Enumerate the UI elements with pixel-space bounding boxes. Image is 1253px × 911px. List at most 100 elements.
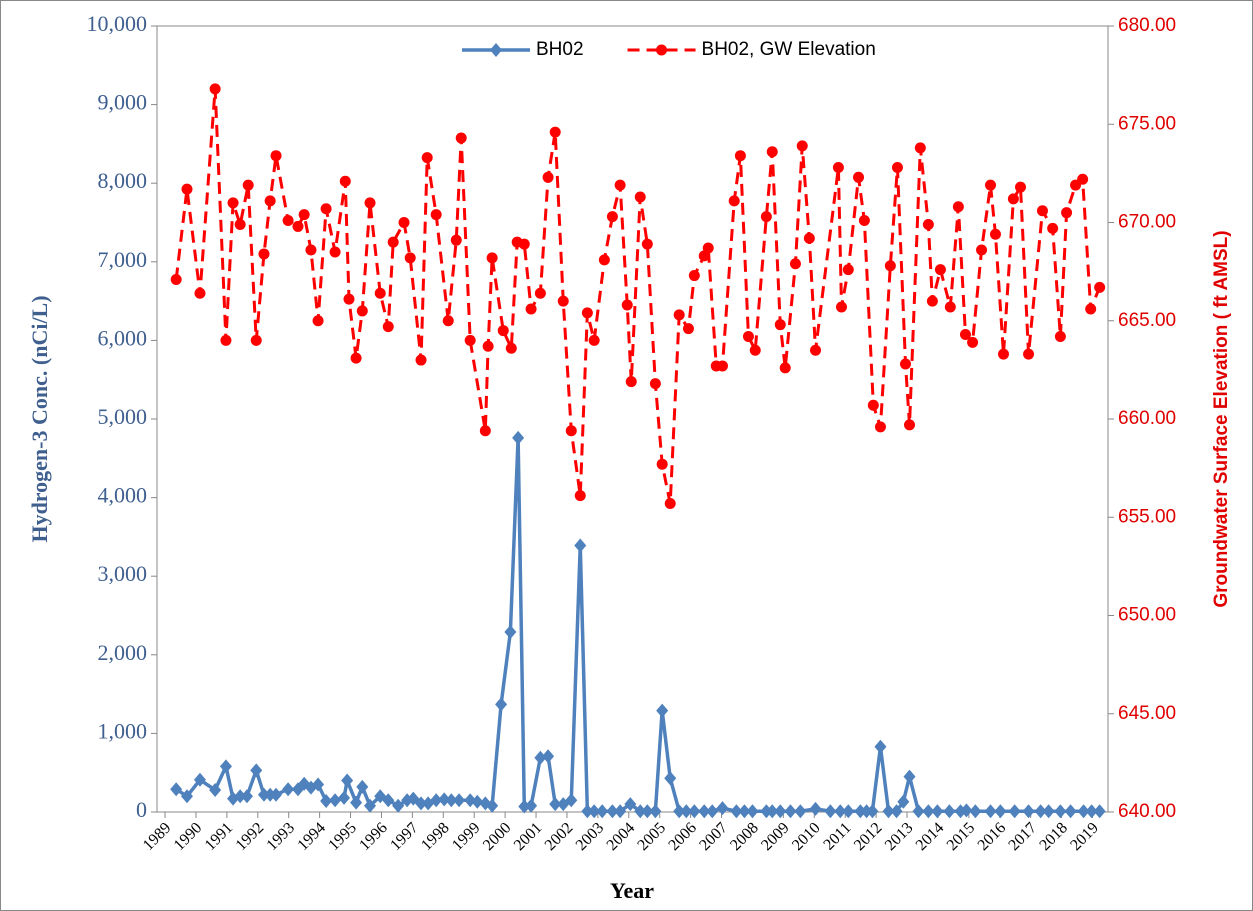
data-point <box>1061 207 1073 219</box>
y-tick-label: 0 <box>136 797 147 822</box>
x-axis-label: Year <box>610 878 654 903</box>
data-point <box>858 215 870 227</box>
data-point <box>967 336 979 348</box>
data-point <box>952 201 964 213</box>
y2-tick-label: 660.00 <box>1118 408 1176 429</box>
data-point <box>181 183 193 195</box>
data-point <box>867 399 879 411</box>
data-point <box>789 258 801 270</box>
y2-tick-label: 640.00 <box>1118 801 1176 822</box>
data-point <box>581 307 593 319</box>
data-point <box>242 179 254 191</box>
data-point <box>673 804 686 819</box>
data-point <box>504 625 517 640</box>
data-point <box>834 804 847 819</box>
data-point <box>534 287 546 299</box>
data-point <box>486 252 498 264</box>
data-point <box>338 790 351 805</box>
data-point <box>398 217 410 228</box>
data-point <box>926 295 938 307</box>
data-point <box>922 218 934 230</box>
data-point <box>664 497 676 509</box>
data-point <box>985 179 997 191</box>
y2-tick-label: 665.00 <box>1118 310 1176 331</box>
data-point <box>912 804 925 819</box>
data-point <box>512 430 525 445</box>
data-point <box>193 772 206 787</box>
data-point <box>1036 205 1048 217</box>
data-point <box>803 232 815 244</box>
data-point <box>392 798 405 813</box>
data-point <box>350 352 362 364</box>
data-point <box>170 273 182 285</box>
data-point <box>904 419 916 431</box>
data-point <box>899 358 911 370</box>
data-point <box>549 797 562 812</box>
data-point <box>1054 330 1066 342</box>
data-point <box>497 325 509 337</box>
data-point <box>598 254 610 266</box>
legend-label: BH02, GW Elevation <box>702 39 876 60</box>
y-tick-label: 5,000 <box>98 404 148 429</box>
data-point <box>698 804 711 819</box>
data-point <box>614 179 626 191</box>
data-point <box>634 804 647 819</box>
data-point <box>442 315 454 327</box>
data-point <box>891 161 903 173</box>
data-point <box>641 238 653 250</box>
data-point <box>853 171 865 183</box>
y2-tick-label: 645.00 <box>1118 703 1176 724</box>
data-point <box>415 796 428 811</box>
data-point <box>944 301 956 313</box>
y2-tick-label: 655.00 <box>1118 506 1176 527</box>
data-point <box>505 342 517 354</box>
data-point <box>518 799 531 814</box>
data-point <box>250 334 262 346</box>
data-point <box>292 220 304 232</box>
y-tick-label: 1,000 <box>98 718 148 743</box>
data-point <box>415 354 427 366</box>
data-point <box>931 804 944 819</box>
data-point <box>180 789 193 804</box>
data-point <box>404 252 416 264</box>
data-point <box>240 789 253 804</box>
data-point <box>525 798 538 813</box>
data-point <box>649 378 661 390</box>
data-point <box>621 299 633 311</box>
data-point <box>994 804 1007 819</box>
data-point <box>495 697 508 712</box>
data-point <box>1094 281 1106 293</box>
y2-tick-label: 670.00 <box>1118 212 1176 233</box>
data-point <box>542 749 555 764</box>
data-point <box>914 142 926 154</box>
data-point <box>574 490 586 502</box>
data-point <box>866 804 879 819</box>
data-point <box>680 804 693 819</box>
data-point <box>810 344 822 356</box>
data-point <box>728 195 740 207</box>
data-point <box>716 360 728 372</box>
data-point <box>581 804 594 819</box>
data-point <box>1054 804 1067 819</box>
data-point <box>455 132 467 144</box>
data-point <box>656 703 669 718</box>
data-point <box>250 763 263 778</box>
data-point <box>264 195 276 207</box>
data-point <box>882 804 895 819</box>
data-point <box>565 425 577 437</box>
data-point <box>890 804 903 819</box>
data-point <box>1047 222 1059 234</box>
data-point <box>606 211 618 223</box>
data-point <box>170 782 183 797</box>
data-point <box>688 804 701 819</box>
y-tick-label: 4,000 <box>98 483 148 508</box>
data-point <box>796 140 808 152</box>
data-point <box>742 330 754 342</box>
data-point <box>312 777 325 792</box>
data-point <box>486 798 499 813</box>
y-tick-label: 3,000 <box>98 561 148 586</box>
data-point <box>832 161 844 173</box>
data-point <box>374 287 386 299</box>
data-point <box>329 246 341 258</box>
